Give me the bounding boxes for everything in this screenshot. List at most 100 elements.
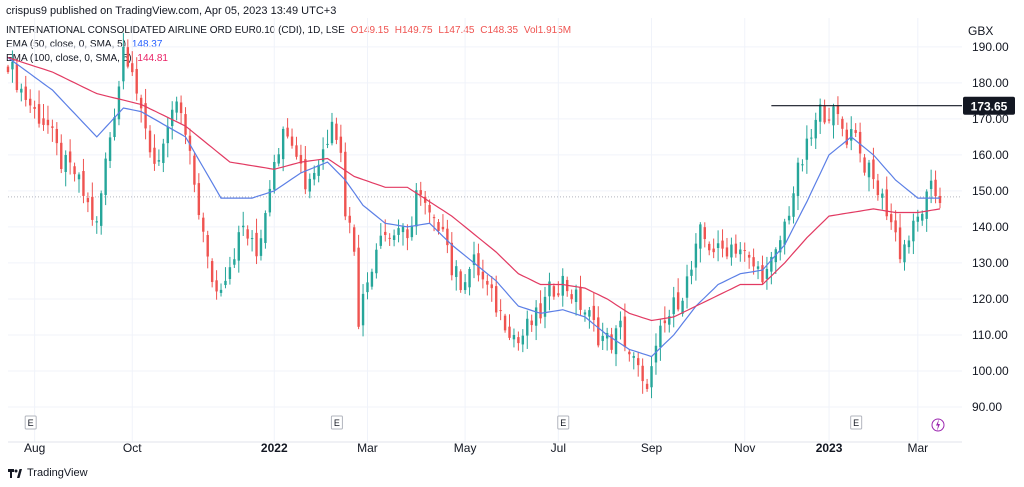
candle-body [384,231,387,235]
candle-body [450,242,454,276]
candle-body [543,296,547,317]
candle-body [42,118,45,125]
candle-body [628,351,631,355]
candle-body [823,106,826,123]
candle-body [117,86,121,120]
x-tick-label: 2022 [261,441,288,455]
candle-body [752,257,755,267]
candle-body [463,282,467,291]
candle-body [6,66,10,73]
x-tick-label: 2023 [816,441,843,455]
candle-body [583,312,587,315]
candle-body [193,155,196,185]
candle-body [202,217,205,232]
candle-body [397,228,400,235]
candle-body [428,204,431,213]
ema50-value: 148.37 [131,39,163,50]
candle-body [694,243,698,268]
candle-body [273,162,276,190]
candle-body [361,293,365,326]
candle-body [481,271,485,280]
candle-body [725,247,729,257]
candle-body [51,126,54,128]
candle-body [144,103,147,129]
candle-body [86,198,90,203]
flash-bolt-icon [936,419,940,431]
candle-body [468,268,471,288]
ema100-value: 144.81 [137,53,168,64]
earnings-marker-label: E [560,418,566,428]
candle-body [313,172,316,180]
candle-body [37,104,41,124]
candle-body [246,229,249,239]
candle-body [459,271,462,291]
candle-body [521,335,525,345]
x-tick-label: Jul [551,441,566,455]
candle-body [237,232,240,261]
candle-body [171,109,174,127]
candle-body [792,193,795,217]
y-tick-label: 170.00 [972,112,1009,126]
candle-body [938,195,942,204]
candle-body [401,226,405,233]
candle-body [55,128,59,144]
earnings-marker [330,415,343,430]
candle-body [641,365,644,382]
ema100-label: EMA (100, close, 0, SMA, 5) [6,53,132,64]
candle-body [264,213,267,243]
candle-body [650,366,653,388]
candle-body [526,318,529,336]
candle-body [242,225,245,228]
candle-body [64,154,67,172]
candle-body [77,174,81,180]
candle-body [20,88,23,93]
candle-body [876,180,880,196]
candle-body [796,162,800,196]
volume-value: Vol1.915M [523,25,572,36]
candle-body [747,254,751,258]
candle-body [845,129,848,145]
earnings-marker-label: E [28,418,34,428]
candle-body [841,118,844,129]
candle-body [344,151,347,217]
candle-body [366,282,369,293]
candle-body [24,86,27,100]
symbol-legend: INTERNATIONAL CONSOLIDATED AIRLINE ORD E… [6,25,574,36]
x-tick-label: Sep [641,441,663,455]
candle-body [672,297,675,315]
candle-body [925,191,928,219]
x-tick-label: Oct [123,441,142,455]
candle-body [206,235,209,257]
candle-body [916,216,920,222]
candle-body [95,221,98,223]
candle-body [921,213,924,221]
candle-body [233,259,236,265]
candle-body [597,317,600,346]
resistance-price-label: 173.65 [971,100,1008,114]
candle-body [131,63,134,73]
candle-body [685,276,689,298]
candle-body [801,164,804,166]
candle-body [814,119,817,139]
publisher-line: crispus9 published on TradingView.com, A… [6,5,337,17]
candle-body [570,294,573,300]
candle-body [388,237,391,239]
ema50-legend: EMA (50, close, 0, SMA, 5) 148.37 [6,39,165,50]
candle-body [690,269,693,276]
candle-body [579,286,582,310]
candle-body [770,256,773,272]
high-value: H149.75 [394,25,433,36]
candle-body [898,227,902,260]
candle-body [210,261,214,283]
open-value: O149.15 [350,25,389,36]
candle-body [392,235,396,240]
candle-body [858,131,862,154]
ema50-line [7,57,940,358]
candle-body [379,235,382,246]
candle-body [286,127,289,137]
candle-body [321,149,325,162]
ema100-legend: EMA (100, close, 0, SMA, 5) 144.81 [6,53,171,64]
candle-body [46,119,50,126]
candle-body [166,126,169,144]
